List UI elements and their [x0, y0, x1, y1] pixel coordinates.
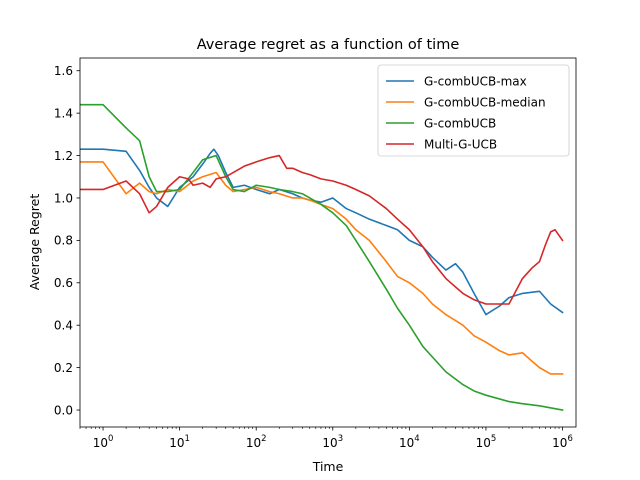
y-tick-label: 1.4 [54, 106, 73, 120]
x-tick-label: 102 [246, 434, 267, 450]
y-tick-label: 0.4 [54, 319, 73, 333]
y-tick-label: 1.0 [54, 191, 73, 205]
x-tick-label: 101 [169, 434, 190, 450]
series-line-g-combucb-median [80, 161, 564, 375]
y-tick-label: 0.6 [54, 276, 73, 290]
legend-label: G-combUCB-max [424, 75, 527, 89]
legend-label: G-combUCB-median [424, 96, 546, 110]
y-tick-label: 0.0 [54, 403, 73, 417]
series-lines [80, 103, 564, 411]
x-tick-label: 103 [322, 434, 343, 450]
legend-label: Multi-G-UCB [424, 138, 497, 152]
x-tick-label: 100 [93, 434, 114, 450]
y-axis-ticks: 0.0 0.2 0.4 0.6 0.8 1.0 1.2 1.4 1.6 [54, 64, 80, 417]
y-axis-label: Average Regret [27, 194, 42, 291]
x-tick-label: 104 [399, 434, 420, 450]
y-tick-label: 1.6 [54, 64, 73, 78]
series-line-multi-g-ucb [80, 154, 564, 305]
x-tick-label: 106 [552, 434, 573, 450]
y-tick-label: 0.2 [54, 361, 73, 375]
chart-title: Average regret as a function of time [197, 37, 460, 53]
y-tick-label: 1.2 [54, 149, 73, 163]
series-line-g-combucb [80, 103, 564, 411]
legend-label: G-combUCB [424, 117, 496, 131]
x-axis-ticks: 100 101 102 103 104 105 106 [79, 427, 573, 450]
y-tick-label: 0.8 [54, 234, 73, 248]
x-tick-label: 105 [476, 434, 497, 450]
plot-frame [79, 57, 577, 428]
series-line-g-combucb-max [80, 148, 564, 316]
legend-box [377, 64, 570, 157]
x-axis-label: Time [312, 459, 344, 474]
legend: G-combUCB-max G-combUCB-median G-combUCB Mu… [377, 64, 570, 157]
